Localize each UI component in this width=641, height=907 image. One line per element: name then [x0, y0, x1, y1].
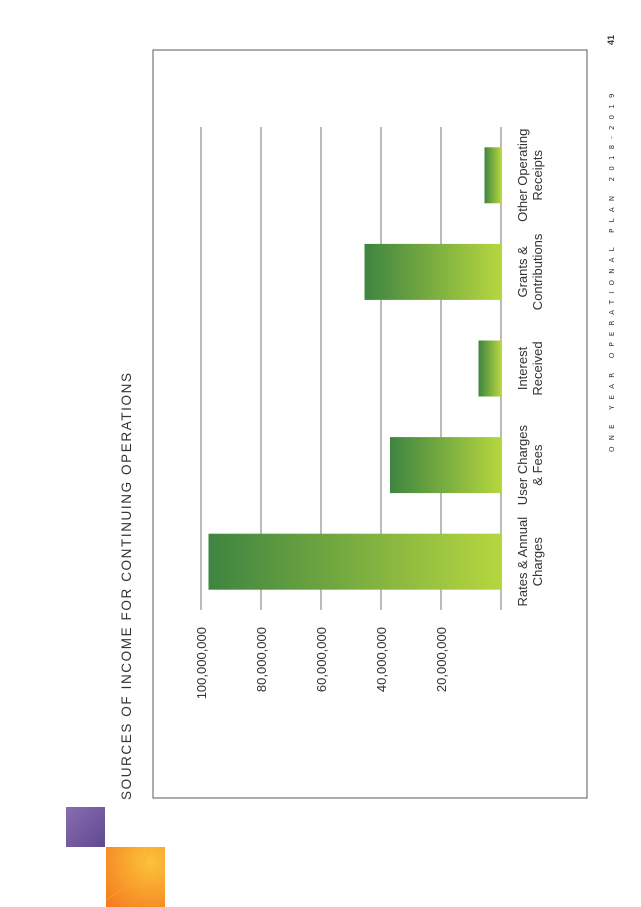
- category-label-line: Receipts: [530, 150, 545, 201]
- bar: [484, 147, 501, 204]
- y-tick-label: 100,000,000: [194, 627, 209, 699]
- category-label-line: Interest: [515, 346, 530, 390]
- chart-title: SOURCES OF INCOME FOR CONTINUING OPERATI…: [119, 371, 134, 800]
- y-axis-ticks: 20,000,000 40,000,000 60,000,000 80,000,000…: [194, 627, 449, 699]
- category-label: Rates & AnnualCharges: [515, 517, 545, 607]
- logo-purple-square: [66, 807, 105, 847]
- logo-orange-square: [106, 847, 165, 907]
- y-tick-label: 40,000,000: [374, 627, 389, 692]
- chart-bars: [208, 147, 501, 590]
- category-label: Other OperatingReceipts: [515, 129, 545, 222]
- y-tick-label: 60,000,000: [314, 627, 329, 692]
- category-label-line: Contributions: [530, 233, 545, 310]
- page-number: 41: [606, 35, 616, 45]
- bar: [478, 340, 501, 397]
- y-tick-label: 80,000,000: [254, 627, 269, 692]
- category-label-line: Other Operating: [515, 129, 530, 222]
- category-label-line: Grants &: [515, 246, 530, 298]
- category-label: InterestReceived: [515, 341, 545, 395]
- category-label-line: & Fees: [530, 444, 545, 486]
- category-label-line: User Charges: [515, 425, 530, 506]
- category-label-line: Rates & Annual: [515, 517, 530, 607]
- category-label-line: Charges: [530, 537, 545, 587]
- footer-title: ONE YEAR OPERATIONAL PLAN 2018-2019: [608, 87, 616, 452]
- y-tick-label: 20,000,000: [434, 627, 449, 692]
- logo-swoosh-icon: [105, 846, 151, 901]
- category-label: Grants &Contributions: [515, 233, 545, 310]
- category-label-line: Received: [530, 341, 545, 395]
- chart-frame: [152, 49, 588, 799]
- bar: [208, 533, 501, 590]
- x-axis-categories: Rates & AnnualCharges User Charges& Fees I…: [515, 129, 545, 607]
- bar: [364, 243, 501, 300]
- chart-gridlines: [200, 127, 502, 610]
- bar: [390, 437, 501, 494]
- category-label: User Charges& Fees: [515, 425, 545, 506]
